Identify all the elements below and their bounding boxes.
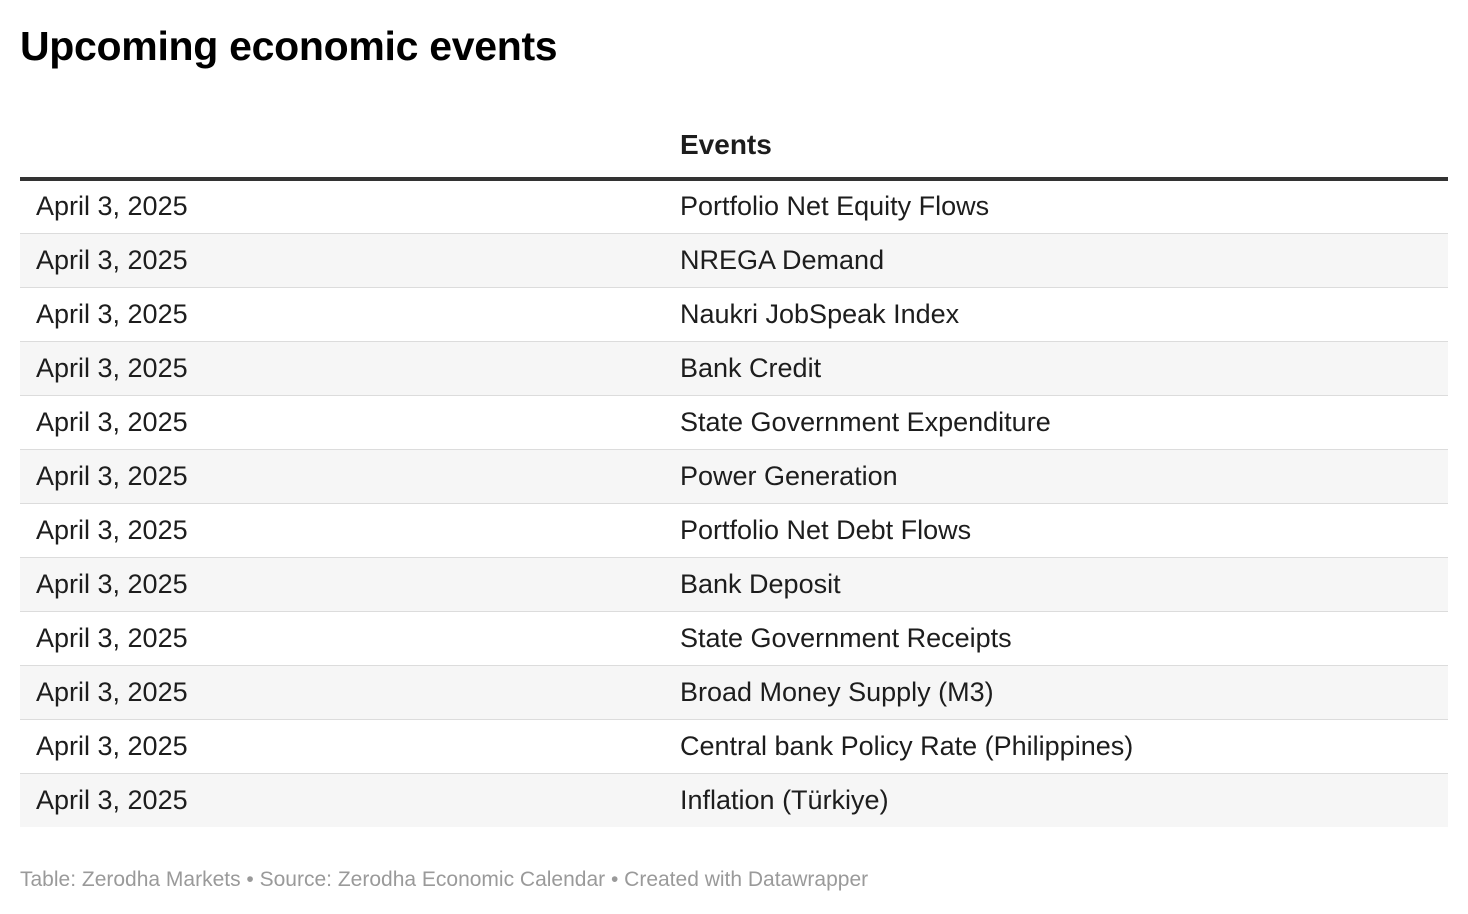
header-row: Events xyxy=(20,112,1448,181)
row-event-cell: Naukri JobSpeak Index xyxy=(664,287,1448,342)
table-row: April 3, 2025 Naukri JobSpeak Index xyxy=(20,287,1448,342)
row-event-cell: Portfolio Net Debt Flows xyxy=(664,503,1448,558)
table-row: April 3, 2025 State Government Receipts xyxy=(20,611,1448,666)
events-table-container: Events April 3, 2025 Portfolio Net Equity… xyxy=(20,112,1448,827)
row-event-cell: Broad Money Supply (M3) xyxy=(664,665,1448,720)
row-date-cell: April 3, 2025 xyxy=(20,503,664,558)
row-event-cell: Bank Credit xyxy=(664,341,1448,396)
table-row: April 3, 2025 Portfolio Net Debt Flows xyxy=(20,503,1448,558)
row-event-cell: Central bank Policy Rate (Philippines) xyxy=(664,719,1448,774)
row-event-cell: Portfolio Net Equity Flows xyxy=(664,179,1448,234)
row-date-cell: April 3, 2025 xyxy=(20,395,664,450)
table-body: April 3, 2025 Portfolio Net Equity Flows A… xyxy=(20,179,1448,827)
table-row: April 3, 2025 State Government Expenditur… xyxy=(20,395,1448,450)
row-date-cell: April 3, 2025 xyxy=(20,341,664,396)
table-header: Events xyxy=(20,112,1448,181)
table-row: April 3, 2025 NREGA Demand xyxy=(20,233,1448,288)
events-table: Events April 3, 2025 Portfolio Net Equity… xyxy=(20,112,1448,827)
row-date-cell: April 3, 2025 xyxy=(20,179,664,234)
table-row: April 3, 2025 Central bank Policy Rate (P… xyxy=(20,719,1448,774)
row-date-cell: April 3, 2025 xyxy=(20,449,664,504)
row-date-cell: April 3, 2025 xyxy=(20,287,664,342)
column-header-date xyxy=(20,112,664,181)
table-row: April 3, 2025 Portfolio Net Equity Flows xyxy=(20,179,1448,234)
row-date-cell: April 3, 2025 xyxy=(20,719,664,774)
row-event-cell: NREGA Demand xyxy=(664,233,1448,288)
row-date-cell: April 3, 2025 xyxy=(20,773,664,827)
table-row: April 3, 2025 Power Generation xyxy=(20,449,1448,504)
row-event-cell: Bank Deposit xyxy=(664,557,1448,612)
row-date-cell: April 3, 2025 xyxy=(20,611,664,666)
table-row: April 3, 2025 Inflation (Türkiye) xyxy=(20,773,1448,827)
row-date-cell: April 3, 2025 xyxy=(20,233,664,288)
row-event-cell: Inflation (Türkiye) xyxy=(664,773,1448,827)
row-date-cell: April 3, 2025 xyxy=(20,665,664,720)
table-row: April 3, 2025 Bank Deposit xyxy=(20,557,1448,612)
row-event-cell: State Government Expenditure xyxy=(664,395,1448,450)
row-date-cell: April 3, 2025 xyxy=(20,557,664,612)
table-row: April 3, 2025 Bank Credit xyxy=(20,341,1448,396)
table-row: April 3, 2025 Broad Money Supply (M3) xyxy=(20,665,1448,720)
page-title: Upcoming economic events xyxy=(20,23,558,69)
row-event-cell: State Government Receipts xyxy=(664,611,1448,666)
column-header-events: Events xyxy=(664,112,1448,181)
table-footer-credits: Table: Zerodha Markets • Source: Zerodha… xyxy=(20,868,869,891)
row-event-cell: Power Generation xyxy=(664,449,1448,504)
